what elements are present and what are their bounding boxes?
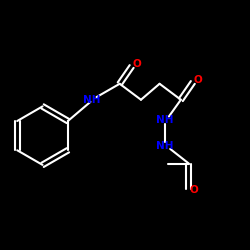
Text: O: O [132,59,141,69]
Text: NH: NH [156,115,174,125]
Text: O: O [193,75,202,85]
Text: NH: NH [156,141,174,151]
Text: O: O [190,185,198,195]
Text: NH: NH [83,95,100,105]
